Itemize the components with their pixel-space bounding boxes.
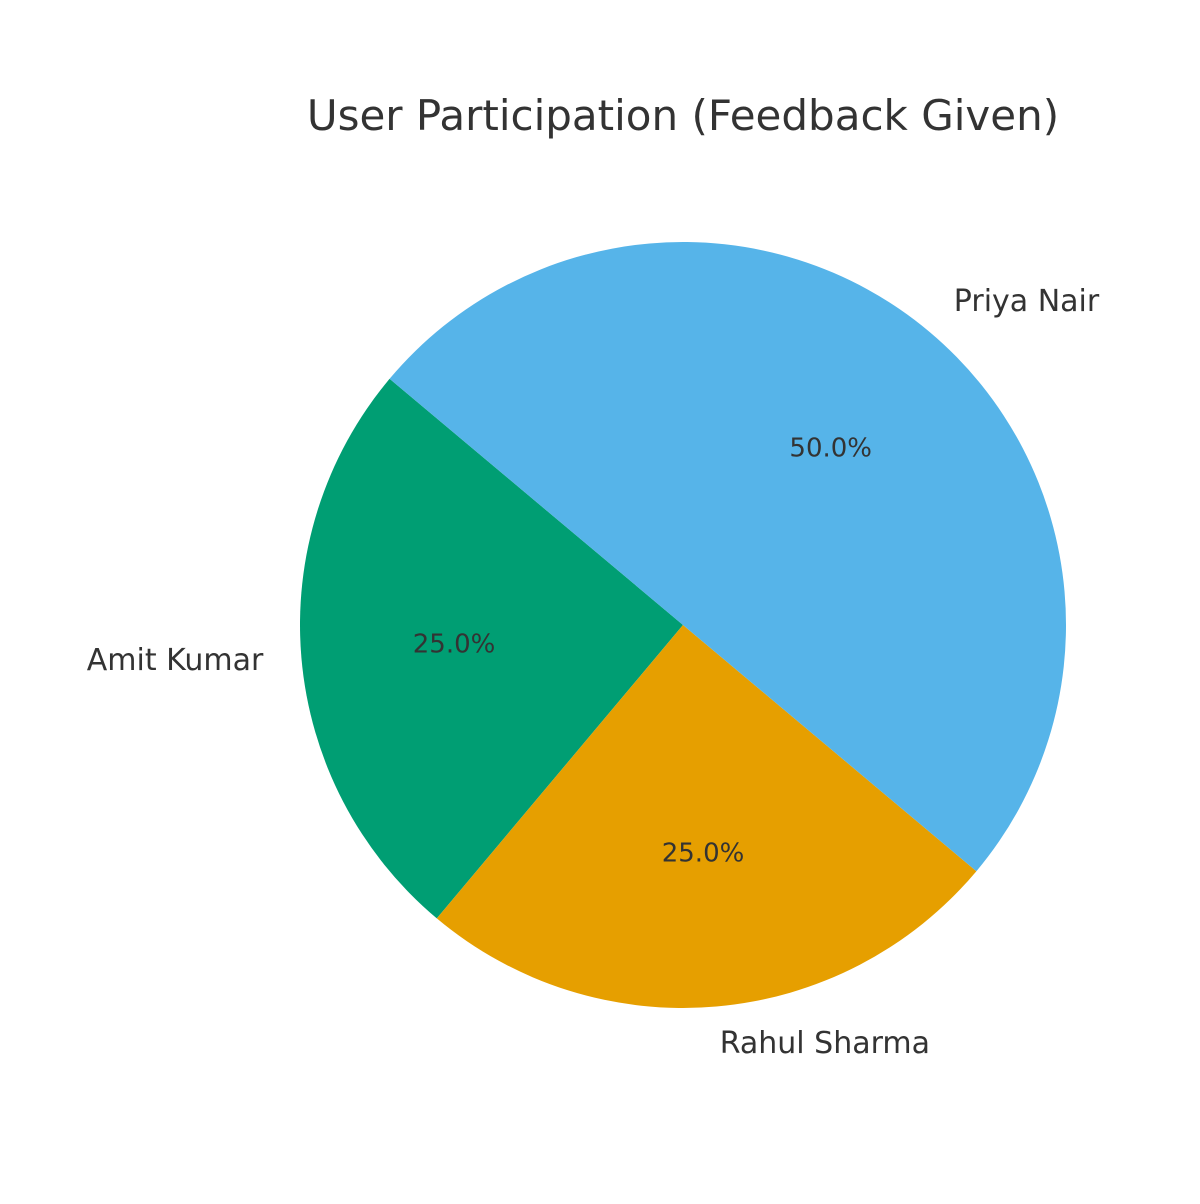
slice-label-rahul-sharma: Rahul Sharma xyxy=(720,1026,930,1061)
pie-slice-rahul-sharma xyxy=(436,625,977,1009)
slice-percent-amit-kumar: 25.0% xyxy=(413,630,496,660)
slice-label-amit-kumar: Amit Kumar xyxy=(87,643,264,678)
slice-percent-priya-nair: 50.0% xyxy=(789,433,872,463)
pie-slices xyxy=(300,242,1066,1009)
pie-slice-amit-kumar xyxy=(300,378,683,919)
pie-slice-priya-nair xyxy=(389,242,1066,872)
slice-percent-rahul-sharma: 25.0% xyxy=(662,838,745,868)
chart-title: User Participation (Feedback Given) xyxy=(307,91,1059,140)
pie-labels: Amit Kumar 25.0% Rahul Sharma 25.0% Priya Na… xyxy=(87,284,1100,1061)
slice-label-priya-nair: Priya Nair xyxy=(954,284,1100,319)
